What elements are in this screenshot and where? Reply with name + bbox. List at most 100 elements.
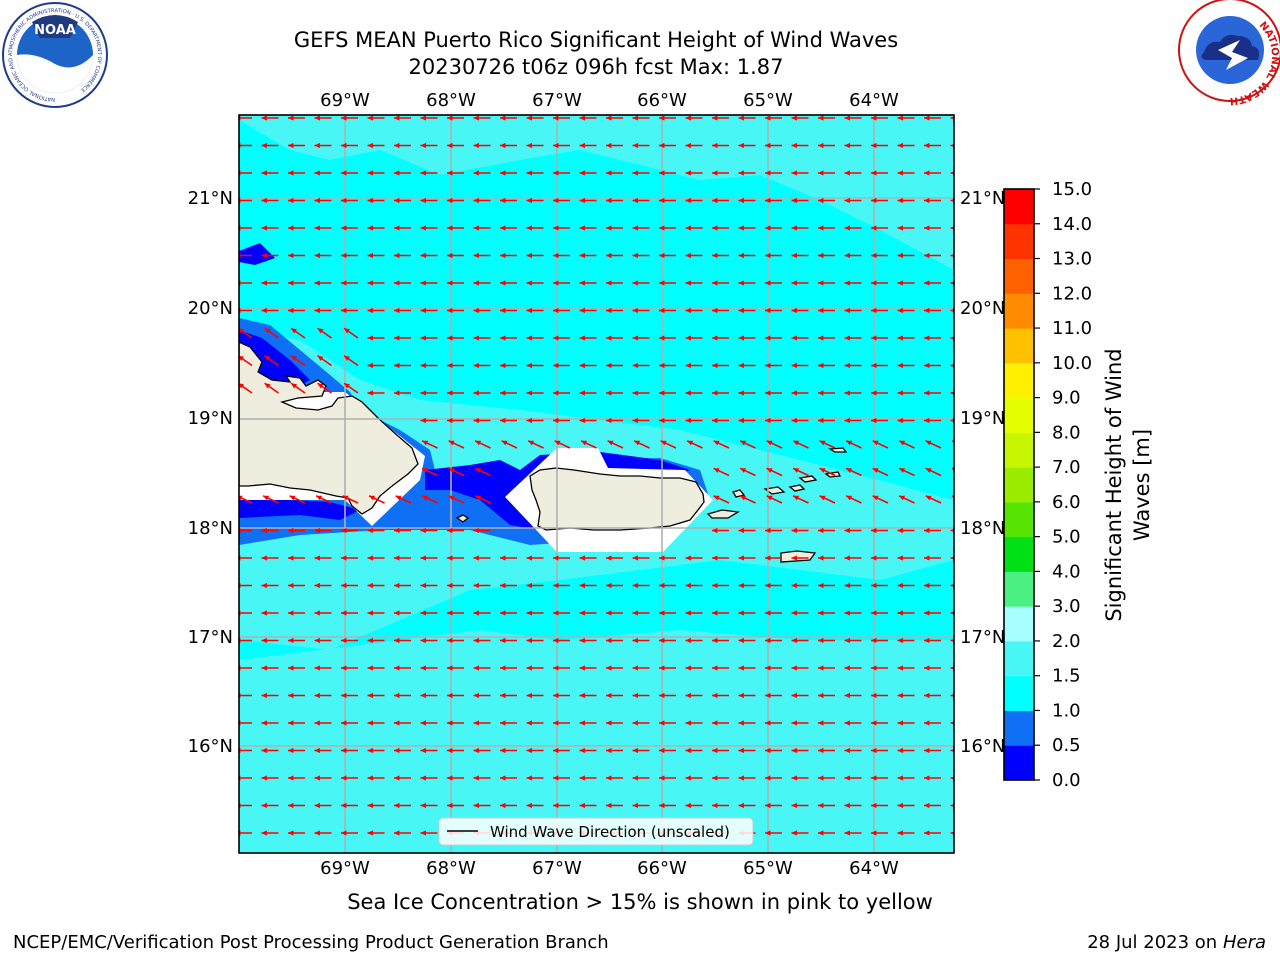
wave-arrow-head — [314, 142, 320, 149]
wave-arrow-head — [420, 307, 426, 314]
wave-arrow-head — [950, 116, 954, 120]
wave-arrow-head — [738, 170, 744, 176]
wave-arrow-head — [924, 307, 930, 314]
wave-arrow-head — [765, 280, 771, 286]
wave-arrow-head — [950, 226, 954, 230]
wave-arrow-head — [579, 307, 585, 314]
wave-arrow-head — [818, 280, 824, 286]
wave-arrow-head — [261, 307, 267, 314]
wave-arrow-head — [685, 335, 691, 341]
lon-label: 68°W — [426, 90, 476, 111]
wave-arrow-head — [924, 582, 930, 589]
wave-arrow-head — [447, 335, 453, 341]
wave-arrow-head — [897, 362, 903, 369]
wave-arrow-head — [977, 170, 982, 175]
wave-arrow-head — [288, 527, 294, 534]
colorbar-segment — [1004, 258, 1034, 294]
wave-arrow-head — [289, 495, 296, 501]
wave-arrow-head — [579, 555, 585, 561]
colorbar: 0.0 0.5 1.0 1.5 2.0 3.0 4.0 5.0 6.0 7.0 8.0 9.0 10.0… — [1003, 179, 1092, 791]
wave-arrow-head — [239, 355, 244, 361]
wave-arrow-head — [394, 225, 400, 231]
wave-arrow-head — [871, 197, 877, 204]
wave-arrow-head — [924, 802, 930, 809]
wave-arrow-head — [288, 142, 294, 149]
wave-arrow-head — [660, 440, 667, 446]
lat-labels-left: 21°N 20°N 19°N 18°N 17°N 16°N — [188, 188, 233, 757]
wave-arrow-head — [897, 307, 903, 314]
wave-arrow-head — [447, 720, 453, 726]
wave-arrow-head — [738, 362, 744, 369]
colorbar-tick-label: 10.0 — [1052, 353, 1092, 374]
wave-arrow-head — [924, 225, 930, 231]
wave-arrow-head — [314, 197, 320, 204]
wave-arrow-head — [500, 720, 506, 726]
wave-arrow-head — [844, 115, 850, 121]
wave-arrow-head — [314, 720, 320, 726]
wave-arrow-head — [341, 197, 347, 204]
wave-arrow-head — [791, 197, 797, 204]
wave-arrow-head — [500, 747, 506, 754]
wave-arrow-head — [261, 665, 267, 671]
wave-arrow-head — [818, 527, 824, 534]
wave-arrow-head — [553, 170, 559, 176]
wave-arrow-head — [924, 170, 930, 176]
wave-arrow-head — [765, 802, 771, 809]
wave-arrow-head — [950, 583, 954, 588]
wave-arrow-head — [367, 747, 373, 754]
wave-arrow-head — [316, 495, 323, 501]
wave-arrow-head — [924, 775, 930, 781]
land-culebra — [732, 489, 746, 498]
wave-arrow-head — [314, 610, 320, 616]
wave-arrow-head — [553, 362, 559, 369]
wave-arrow-head — [473, 747, 479, 754]
wave-arrow-head — [500, 362, 506, 369]
wave-arrow-head — [367, 665, 373, 671]
wave-arrow-head — [367, 582, 373, 589]
wave-arrow-head — [447, 692, 453, 699]
wave-arrow-head — [394, 252, 400, 259]
colorbar-tick-label: 1.0 — [1052, 700, 1081, 721]
wave-arrow-head — [871, 170, 877, 176]
wave-arrow-head — [420, 197, 426, 204]
wave-arrow-head — [581, 440, 588, 446]
wave-arrow-head — [264, 328, 271, 334]
wave-arrow-head — [765, 775, 771, 781]
wave-arrow-head — [738, 692, 744, 699]
wave-arrow-head — [261, 555, 267, 561]
wave-arrow-head — [685, 582, 691, 589]
colorbar-tick-label: 0.5 — [1052, 735, 1081, 756]
wave-arrow-head — [500, 610, 506, 616]
wave-arrow-head — [712, 692, 718, 699]
land-vieques — [706, 509, 740, 519]
wave-arrow-head — [447, 555, 453, 561]
wave-arrow-head — [897, 775, 903, 781]
wave-arrow-head — [261, 225, 267, 231]
wave-arrow-head — [818, 747, 824, 754]
wave-arrow-head — [314, 252, 320, 259]
wave-arrow-head — [394, 747, 400, 754]
wave-arrow-head — [818, 307, 824, 314]
deep-blue-mona — [239, 500, 360, 520]
wave-arrow-head — [420, 637, 426, 644]
wave-arrow-head — [394, 280, 400, 286]
wave-arrow-head — [288, 197, 294, 204]
wave-arrow-head — [553, 307, 559, 314]
wave-arrow-head — [791, 802, 797, 809]
wave-arrow-head — [632, 775, 638, 781]
wave-arrow-head — [606, 555, 612, 561]
lat-label: 19°N — [960, 408, 1005, 429]
wave-arrow-head — [239, 328, 244, 334]
wave-arrow-head — [950, 831, 954, 835]
wave-arrow-head — [473, 307, 479, 314]
wave-arrow-head — [314, 307, 320, 314]
wave-arrow-head — [897, 225, 903, 231]
wave-arrow-head — [738, 665, 744, 671]
wave-arrow-head — [288, 610, 294, 616]
lon-label: 65°W — [743, 858, 793, 879]
wave-arrow-head — [579, 637, 585, 644]
wave-arrow-head — [288, 747, 294, 754]
wave-arrow-head — [979, 468, 985, 473]
wave-arrow-head — [950, 391, 954, 395]
wave-arrow-head — [685, 637, 691, 644]
